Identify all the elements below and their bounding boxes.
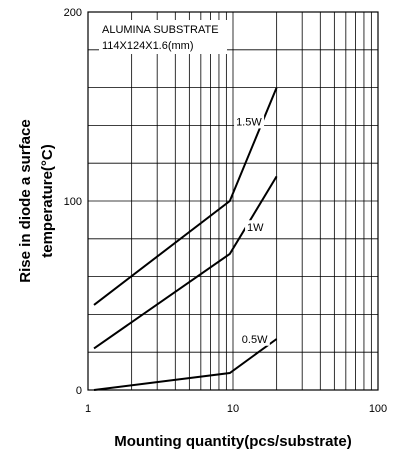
annotation-line-2: 114X124X1.6(mm) bbox=[102, 40, 194, 52]
grid bbox=[87, 11, 379, 391]
annotation-line-1: ALUMINA SUBSTRATE bbox=[102, 24, 219, 36]
series-label-background bbox=[245, 220, 263, 235]
y-tick-label: 200 bbox=[64, 7, 82, 19]
x-tick-label: 10 bbox=[227, 403, 239, 415]
annotation-box: ALUMINA SUBSTRATE 114X124X1.6(mm) bbox=[99, 20, 227, 54]
tick-labels: 1 10 100 0 100 200 bbox=[64, 7, 388, 415]
series-label-background bbox=[239, 331, 270, 346]
y-tick-label: 0 bbox=[76, 385, 82, 397]
series-line bbox=[93, 338, 278, 391]
y-axis-title-line-1: Rise in diode a surface bbox=[17, 119, 34, 282]
plot-frame bbox=[87, 11, 379, 391]
x-tick-label: 100 bbox=[369, 403, 387, 415]
series-label: 1.5W bbox=[236, 116, 262, 128]
y-axis-title-line-2: temperature(°C) bbox=[39, 144, 56, 258]
annotation-background bbox=[99, 20, 227, 54]
x-tick-label: 1 bbox=[85, 403, 91, 415]
series-label-background bbox=[234, 114, 265, 129]
y-tick-label: 100 bbox=[64, 196, 82, 208]
series-label: 1W bbox=[247, 222, 264, 234]
x-axis-title: Mounting quantity(pcs/substrate) bbox=[114, 433, 352, 450]
series-layer: 1.5W 1W 0.5W bbox=[93, 87, 278, 391]
series-line bbox=[93, 175, 278, 350]
series-label: 0.5W bbox=[242, 334, 268, 346]
